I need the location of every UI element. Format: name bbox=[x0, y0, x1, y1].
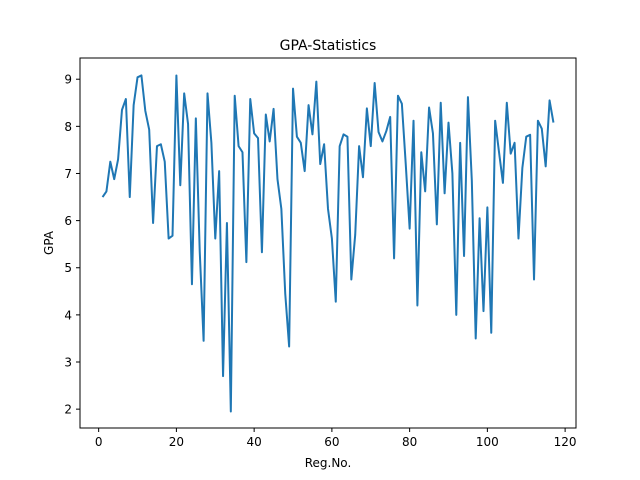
x-tick-label: 20 bbox=[169, 435, 184, 449]
y-tick-label: 9 bbox=[64, 73, 72, 87]
series-line bbox=[101, 74, 555, 413]
y-tick-label: 5 bbox=[64, 261, 72, 275]
y-tick-label: 6 bbox=[64, 214, 72, 228]
chart-title: GPA-Statistics bbox=[280, 38, 377, 54]
y-tick-label: 3 bbox=[64, 356, 72, 370]
x-axis-label: Reg.No. bbox=[305, 456, 352, 470]
y-tick-label: 2 bbox=[64, 403, 72, 417]
x-tick-label: 0 bbox=[95, 435, 103, 449]
x-tick-label: 80 bbox=[402, 435, 417, 449]
y-tick-label: 7 bbox=[64, 167, 72, 181]
y-axis-label: GPA bbox=[42, 230, 56, 255]
x-tick-label: 120 bbox=[554, 435, 577, 449]
y-tick-label: 8 bbox=[64, 120, 72, 134]
y-tick-label: 4 bbox=[64, 308, 72, 322]
y-axis: 2 3 4 5 6 7 8 9 bbox=[64, 73, 80, 417]
x-axis: 0 20 40 60 80 100 120 bbox=[95, 428, 577, 449]
x-tick-label: 40 bbox=[247, 435, 262, 449]
x-tick-label: 100 bbox=[476, 435, 499, 449]
plot-frame bbox=[79, 57, 577, 429]
plot-area bbox=[80, 58, 576, 428]
x-tick-label: 60 bbox=[324, 435, 339, 449]
